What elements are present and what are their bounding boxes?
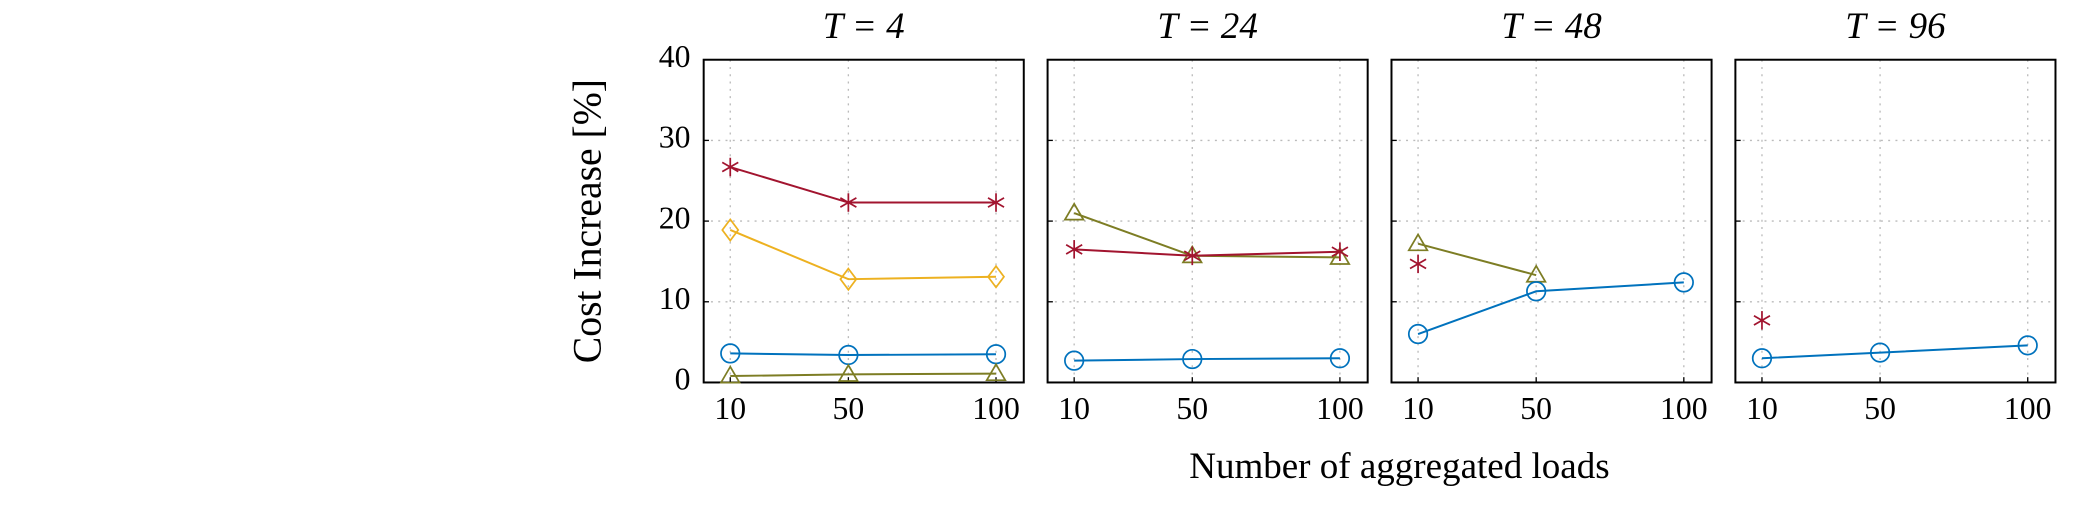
series-line (730, 352, 997, 357)
data-point (839, 267, 858, 292)
series-line (1074, 248, 1340, 257)
marker-star-arm (1753, 314, 1771, 326)
data-point (1409, 254, 1427, 274)
panel-title: T = 96 (1845, 6, 1946, 47)
marker-circle (1064, 350, 1085, 371)
series-line (1417, 242, 1537, 277)
data-point (720, 343, 741, 364)
data-point (1329, 246, 1351, 265)
marker-triangle (985, 362, 1007, 382)
marker-star-arm (1065, 243, 1083, 255)
marker-star-arm (987, 197, 1005, 208)
x-tick-label: 10 (1402, 391, 1434, 426)
x-tick-label: 50 (833, 391, 865, 426)
x-tick-label: 100 (1316, 391, 1364, 426)
marker-triangle (1407, 232, 1429, 252)
marker-star-arm (1183, 250, 1201, 262)
x-tick-label: 100 (972, 391, 1020, 426)
y-tick-label: 0 (675, 362, 691, 397)
marker-diamond (987, 264, 1006, 289)
data-point (1753, 311, 1771, 330)
marker-diamond (721, 217, 740, 242)
data-point (1526, 281, 1547, 302)
plot-frame (1734, 58, 2057, 384)
data-point (1065, 240, 1083, 259)
marker-circle (1182, 348, 1203, 370)
series-line (1417, 281, 1684, 335)
data-point (1673, 272, 1694, 293)
data-point (839, 193, 857, 212)
marker-triangle (1329, 246, 1351, 265)
x-axis-label: Number of aggregated loads (1189, 446, 1609, 487)
series-line (729, 166, 997, 204)
data-point (1751, 348, 1773, 369)
y-tick-label: 30 (659, 120, 691, 155)
marker-triangle (719, 365, 742, 384)
marker-triangle (837, 363, 860, 382)
data-point (1331, 242, 1349, 262)
x-tick-label: 50 (1864, 391, 1896, 426)
marker-circle (720, 343, 741, 364)
marker-triangle (1063, 202, 1085, 221)
data-point (721, 157, 739, 177)
data-point (985, 362, 1007, 382)
x-tick-label: 100 (1660, 391, 1708, 426)
data-point (987, 193, 1005, 212)
marker-star-arm (1331, 246, 1349, 258)
data-point (1063, 202, 1085, 221)
x-tick-label: 50 (1520, 391, 1552, 426)
x-tick-label: 10 (714, 391, 746, 426)
plot-frame (1046, 58, 1369, 384)
series-line (729, 229, 997, 281)
panel-title: T = 24 (1157, 6, 1257, 47)
marker-circle (1869, 342, 1891, 363)
x-tick-label: 100 (2004, 391, 2052, 426)
data-point (1869, 342, 1891, 363)
data-point (1064, 350, 1085, 371)
marker-star-arm (839, 197, 857, 208)
plot-frame (1390, 58, 1713, 384)
data-point (2017, 335, 2038, 356)
data-point (1407, 323, 1429, 345)
y-tick-label: 20 (659, 200, 691, 235)
data-point (719, 365, 742, 384)
marker-circle (1329, 348, 1351, 369)
x-tick-label: 50 (1176, 391, 1208, 426)
marker-circle (1751, 348, 1773, 369)
y-axis-label: Cost Increase [%] (565, 79, 609, 363)
marker-star-arm (1409, 258, 1427, 270)
data-point (1407, 232, 1429, 252)
data-point (987, 264, 1006, 289)
data-point (1183, 246, 1201, 266)
y-tick-label: 40 (659, 39, 691, 74)
series-line (1761, 344, 2028, 360)
marker-circle (2017, 335, 2038, 356)
series-line (1074, 357, 1340, 362)
panel-title: T = 4 (823, 6, 905, 47)
data-point (721, 217, 740, 242)
marker-star-arm (721, 161, 739, 173)
data-point (837, 363, 860, 382)
y-tick-label: 10 (659, 281, 691, 316)
x-tick-label: 10 (1746, 391, 1778, 426)
plot-frame (702, 58, 1025, 384)
marker-circle (1407, 323, 1429, 345)
data-point (1329, 348, 1351, 369)
marker-circle (1673, 272, 1694, 293)
series-line (730, 372, 997, 378)
panel-title: T = 48 (1501, 6, 1602, 47)
x-tick-label: 10 (1058, 391, 1090, 426)
marker-diamond (839, 267, 858, 292)
marker-circle (1526, 281, 1547, 302)
data-point (1182, 348, 1203, 370)
